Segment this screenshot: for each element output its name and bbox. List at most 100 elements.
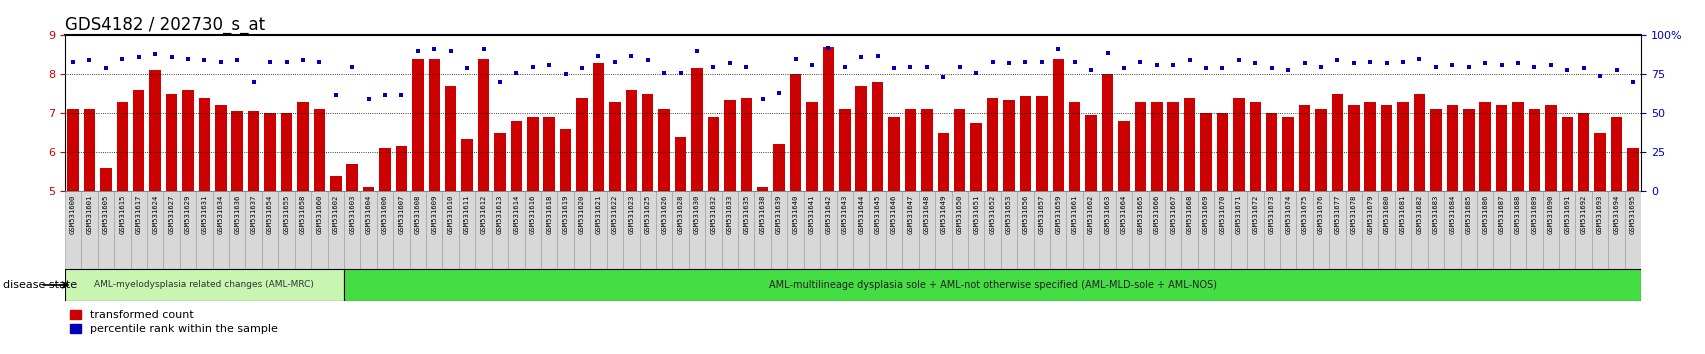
Text: GSM531615: GSM531615 [119,195,124,234]
Bar [888,117,899,191]
Bar [459,191,476,269]
Bar [1429,109,1441,191]
Bar [1069,102,1079,191]
Bar [871,82,883,191]
Point [436,48,464,54]
Text: GSM531690: GSM531690 [1546,195,1553,234]
Bar [1117,121,1129,191]
Point [568,65,595,71]
Text: GSM531609: GSM531609 [431,195,436,234]
Text: GSM531627: GSM531627 [169,195,174,234]
Point [1175,57,1202,63]
Bar [1328,191,1345,269]
Point [1504,61,1531,66]
Bar [1003,100,1014,191]
Bar [708,117,720,191]
Bar [559,129,571,191]
Point [667,70,694,76]
Bar [409,191,426,269]
Bar [278,191,295,269]
Point [1437,62,1465,68]
Bar [310,191,327,269]
Point [1192,65,1219,71]
Point [617,53,644,58]
Bar [477,59,489,191]
Bar [592,63,604,191]
Bar [820,191,835,269]
Text: GDS4182 / 202730_s_at: GDS4182 / 202730_s_at [65,16,264,34]
Bar [1413,94,1424,191]
Point [1373,61,1400,66]
Bar [1115,191,1132,269]
Bar [953,109,965,191]
Bar [1296,191,1311,269]
Text: GSM531693: GSM531693 [1596,195,1603,234]
Bar [426,191,442,269]
Bar [196,191,213,269]
Bar [904,109,916,191]
Point [305,59,332,65]
Bar [494,133,505,191]
Bar [82,191,97,269]
Text: GSM531647: GSM531647 [907,195,912,234]
Bar [1084,115,1096,191]
Text: GSM531629: GSM531629 [184,195,191,234]
Text: GSM531653: GSM531653 [1006,195,1011,234]
Bar [264,113,276,191]
Bar [1035,96,1047,191]
Bar [1147,191,1165,269]
Bar [641,94,653,191]
Text: GSM531651: GSM531651 [972,195,979,234]
Point [979,59,1006,65]
Text: GSM531678: GSM531678 [1350,195,1355,234]
Point [962,70,989,76]
Bar [854,86,866,191]
Point [142,51,169,57]
Bar [970,123,982,191]
Text: GSM531646: GSM531646 [890,195,897,234]
Bar [723,100,735,191]
Bar [921,109,933,191]
Bar [786,191,803,269]
Bar [1197,191,1214,269]
Text: GSM531636: GSM531636 [234,195,240,234]
Bar [540,191,558,269]
Point [1241,61,1269,66]
Bar [1446,105,1458,191]
Bar [1282,117,1292,191]
Point [1388,59,1415,65]
Bar [835,191,852,269]
Bar [1066,191,1083,269]
Bar [1345,191,1361,269]
Point [109,56,136,62]
Bar [84,109,95,191]
Bar [392,191,409,269]
Text: GSM531675: GSM531675 [1301,195,1306,234]
Point [1125,59,1153,65]
Point [1093,50,1120,55]
Bar [344,191,360,269]
Text: GSM531637: GSM531637 [251,195,256,234]
Point [1422,64,1449,69]
Point [1274,67,1301,73]
Text: GSM531617: GSM531617 [136,195,142,234]
Bar [938,133,948,191]
Bar [66,109,78,191]
Text: GSM531668: GSM531668 [1187,195,1192,234]
Text: GSM531633: GSM531633 [726,195,733,234]
Bar [1279,191,1296,269]
Bar [476,191,491,269]
Bar [179,191,196,269]
Point [1209,65,1236,71]
Text: GSM531669: GSM531669 [1202,195,1209,234]
Bar [379,148,390,191]
Bar [558,191,573,269]
Text: GSM531685: GSM531685 [1465,195,1471,234]
Bar [1098,191,1115,269]
Text: GSM531618: GSM531618 [546,195,552,234]
Text: GSM531692: GSM531692 [1581,195,1586,234]
Bar [295,191,310,269]
Bar [198,98,210,191]
Bar [246,191,261,269]
Point [552,72,580,77]
